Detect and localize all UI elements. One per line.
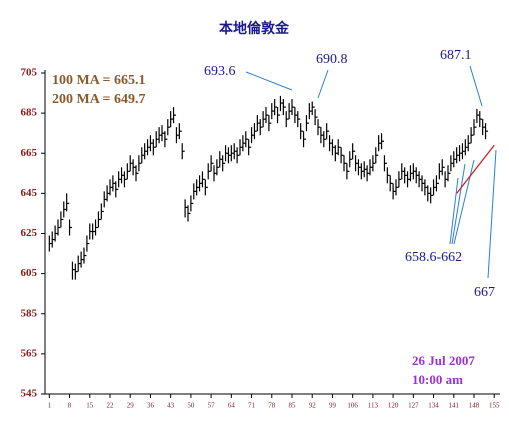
x-tick-label: 92 (309, 402, 317, 410)
pointer (245, 71, 293, 91)
annotation: 687.1 (440, 48, 472, 63)
x-tick-label: 15 (86, 402, 94, 410)
y-tick-label: 545 (21, 388, 38, 400)
y-tick-label: 645 (21, 187, 38, 199)
annotation: 693.6 (204, 64, 236, 79)
x-tick-label: 64 (228, 402, 236, 410)
annotation: 658.6-662 (405, 250, 462, 265)
x-tick-label: 106 (347, 402, 358, 410)
y-tick-label: 705 (21, 67, 38, 79)
ma-label: 200 MA = 649.7 (52, 92, 146, 107)
x-tick-label: 71 (248, 402, 256, 410)
x-tick-label: 141 (449, 402, 460, 410)
x-tick-label: 85 (289, 402, 297, 410)
x-tick-label: 155 (489, 402, 500, 410)
x-tick-label: 113 (368, 402, 379, 410)
ma-label: 100 MA = 665.1 (52, 73, 146, 88)
x-tick-label: 29 (127, 402, 135, 410)
x-tick-label: 127 (408, 402, 419, 410)
x-tick-label: 134 (428, 402, 439, 410)
moving-average (456, 144, 495, 194)
x-tick-label: 1 (48, 402, 52, 410)
pointer (469, 65, 483, 107)
x-tick-label: 120 (388, 402, 399, 410)
time-label: 10:00 am (412, 372, 463, 387)
x-tick-label: 78 (268, 402, 276, 410)
pointer (449, 177, 459, 245)
x-tick-label: 8 (68, 402, 72, 410)
x-tick-label: 99 (329, 402, 337, 410)
y-tick-label: 625 (21, 227, 38, 239)
y-tick-label: 585 (21, 307, 38, 319)
pointer (451, 163, 466, 245)
date-label: 26 Jul 2007 (412, 353, 475, 368)
y-tick-label: 665 (21, 147, 38, 159)
x-tick-label: 43 (167, 402, 175, 410)
pointer (317, 69, 329, 99)
chart-title: 本地倫敦金 (219, 20, 290, 37)
x-tick-label: 22 (107, 402, 115, 410)
annotation: 667 (474, 285, 495, 300)
annotation: 690.8 (316, 52, 348, 67)
y-tick-label: 565 (21, 347, 38, 359)
y-tick-label: 605 (21, 267, 38, 279)
pointer (453, 159, 475, 245)
x-tick-label: 36 (147, 402, 155, 410)
y-tick-label: 685 (21, 107, 38, 119)
x-tick-label: 50 (187, 402, 195, 410)
pointer (487, 149, 497, 279)
x-tick-label: 57 (208, 402, 216, 410)
x-tick-label: 148 (469, 402, 480, 410)
